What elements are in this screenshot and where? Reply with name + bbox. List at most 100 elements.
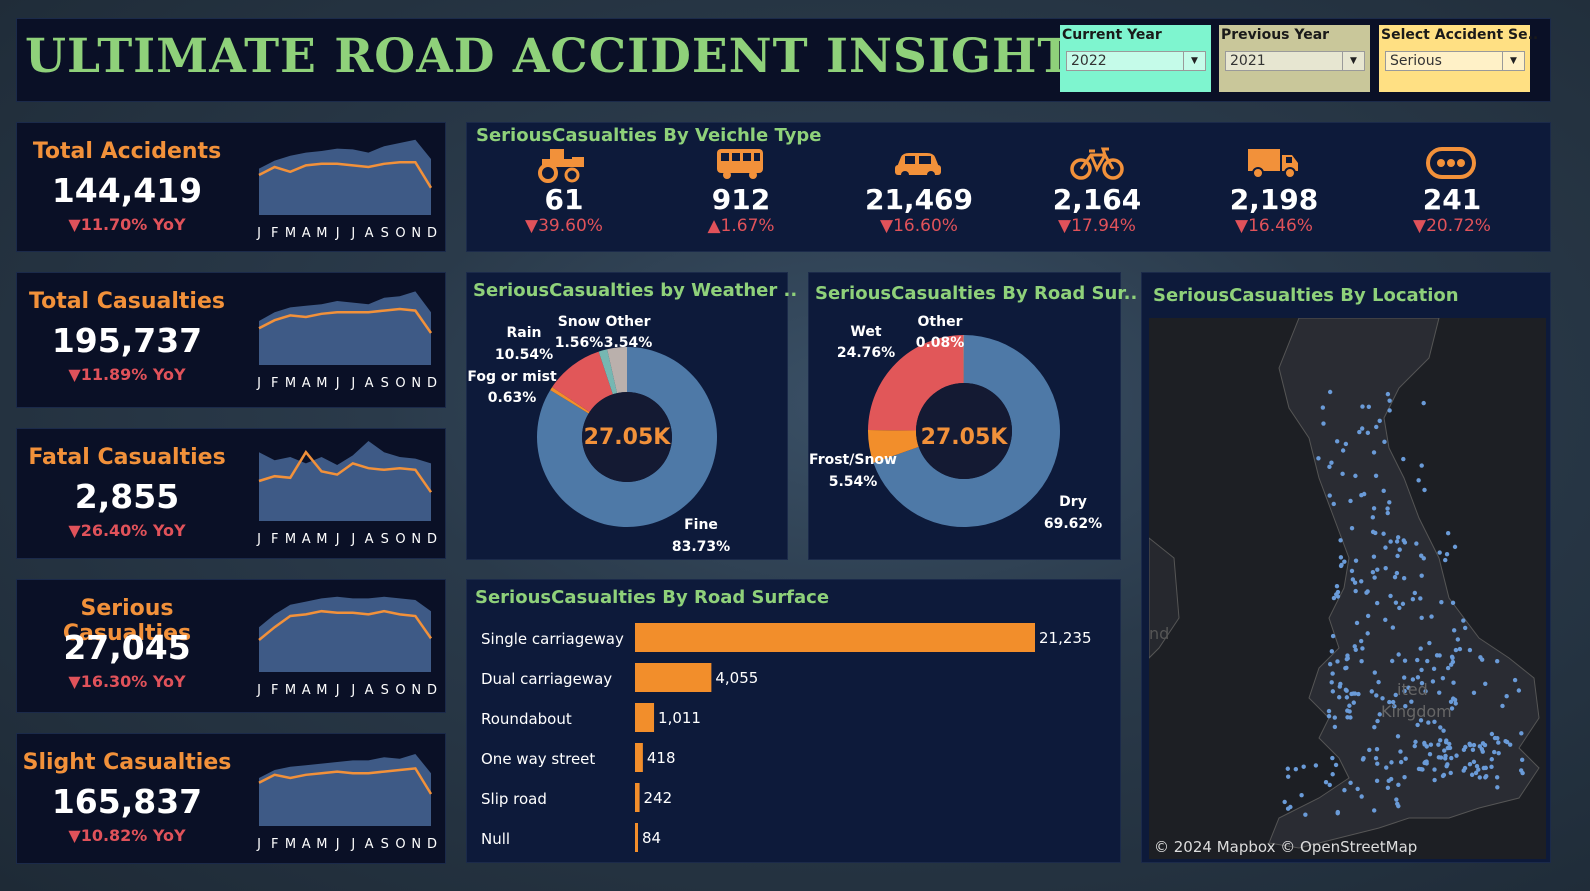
accident-location-dot <box>1397 547 1402 552</box>
accident-location-dot <box>1396 652 1401 657</box>
previous-year-filter[interactable]: Previous Year 2021 ▼ <box>1219 25 1370 92</box>
kpi-label: Total Casualties <box>29 289 225 314</box>
accident-location-dot <box>1444 552 1450 557</box>
accident-location-dot <box>1453 647 1459 653</box>
accident-location-dot <box>1418 646 1423 651</box>
accident-location-dot <box>1388 539 1393 544</box>
accident-location-dot <box>1412 743 1417 749</box>
month-tick-label: M <box>285 532 296 547</box>
accident-location-dot <box>1516 688 1522 693</box>
kpi-label: Serious Casualties <box>62 596 192 646</box>
accident-location-dot <box>1503 739 1508 744</box>
accident-location-dot <box>1358 638 1364 644</box>
vehicle-type-yoy: ▼16.46% <box>1235 216 1313 236</box>
current-year-filter[interactable]: Current Year 2022 ▼ <box>1060 25 1211 92</box>
weather-title: SeriousCasualties by Weather .. <box>473 280 798 301</box>
vehicle-type-item[interactable]: 61 ▼39.60% <box>479 145 649 236</box>
bar-category-label: Dual carriageway <box>481 670 612 688</box>
accident-location-dot <box>1421 400 1426 406</box>
month-tick-label: S <box>381 532 389 547</box>
accident-location-dot <box>1347 703 1352 708</box>
accident-location-dot <box>1359 426 1365 431</box>
accident-location-dot <box>1394 539 1400 544</box>
accident-location-dot <box>1496 750 1501 756</box>
accident-location-dot <box>1477 775 1482 780</box>
accident-location-dot <box>1374 778 1380 784</box>
chevron-down-icon[interactable]: ▼ <box>1342 52 1364 70</box>
accident-location-dot <box>1401 576 1407 581</box>
accident-location-dot <box>1357 429 1362 435</box>
accident-location-dot <box>1350 577 1356 582</box>
accident-location-dot <box>1380 696 1385 701</box>
accident-location-dot <box>1479 746 1485 752</box>
accident-location-dot <box>1494 658 1500 664</box>
accident-location-dot <box>1445 745 1451 751</box>
tractor-icon <box>538 149 584 183</box>
accident-location-dot <box>1372 808 1377 813</box>
weather-center-value: 27.05K <box>583 425 671 450</box>
accident-location-dot <box>1454 753 1459 758</box>
donut-category-label: Other <box>606 314 651 330</box>
accident-location-dot <box>1419 615 1424 620</box>
accident-location-dot <box>1484 773 1489 779</box>
month-tick-label: D <box>427 683 437 698</box>
accident-location-dot <box>1372 724 1377 730</box>
accident-location-dot <box>1384 765 1389 770</box>
vehicle-type-item[interactable]: 912 ▲1.67% <box>656 145 826 236</box>
bar-category-label: Roundabout <box>481 710 572 728</box>
previous-year-select[interactable]: 2021 ▼ <box>1225 51 1365 71</box>
chevron-down-icon[interactable]: ▼ <box>1183 52 1205 70</box>
vehicle-type-item[interactable]: 241 ▼20.72% <box>1367 145 1537 236</box>
accident-location-dot <box>1338 555 1344 560</box>
accident-location-dot <box>1385 391 1391 397</box>
month-tick-label: A <box>365 376 374 391</box>
accident-location-dot <box>1382 439 1387 445</box>
accident-location-dot <box>1416 478 1421 483</box>
accident-location-dot <box>1492 749 1497 755</box>
accident-location-dot <box>1448 770 1453 776</box>
accident-location-dot <box>1365 430 1371 436</box>
weather-donut-chart: Fine 83.73% Fog or mist 0.63% Rain 10.54% Snow… <box>467 314 730 555</box>
accident-location-dot <box>1395 734 1401 739</box>
vehicle-type-item[interactable]: 2,198 ▼16.46% <box>1189 145 1359 236</box>
accident-location-dot <box>1388 776 1394 782</box>
accident-location-dot <box>1374 424 1379 430</box>
accident-location-dot <box>1394 570 1400 576</box>
accident-location-dot <box>1373 530 1378 536</box>
accident-location-dot <box>1353 588 1358 594</box>
location-map[interactable]: nd ited Kingdom © 2024 Mapbox © OpenStre… <box>1149 318 1546 859</box>
accident-location-dot <box>1327 464 1332 470</box>
accident-location-dot <box>1471 759 1477 764</box>
accident-location-dot <box>1366 404 1372 410</box>
accident-location-dot <box>1385 506 1390 511</box>
accident-location-dot <box>1381 488 1386 494</box>
weather-panel: SeriousCasualties by Weather .. Fine 83.7… <box>466 272 797 560</box>
accident-location-dot <box>1359 492 1364 498</box>
bicycle-icon <box>1070 147 1124 180</box>
month-tick-label: M <box>285 837 296 852</box>
month-tick-label: S <box>381 683 389 698</box>
accident-location-dot <box>1285 766 1291 771</box>
current-year-select[interactable]: 2022 ▼ <box>1066 51 1206 71</box>
accident-location-dot <box>1412 590 1418 596</box>
accident-location-dot <box>1479 657 1485 662</box>
accident-location-dot <box>1388 593 1393 599</box>
kpi-yoy: ▼26.40% YoY <box>68 521 186 540</box>
vehicle-type-item[interactable]: 21,469 ▼16.60% <box>834 145 1004 236</box>
uk-map[interactable] <box>1149 318 1546 859</box>
road-surface-donut-title: SeriousCasualties By Road Sur.. <box>815 283 1138 304</box>
map-attribution[interactable]: © 2024 Mapbox © OpenStreetMap <box>1154 838 1418 856</box>
vehicle-type-item[interactable]: 2,164 ▼17.94% <box>1012 145 1182 236</box>
month-tick-label: J <box>350 683 355 698</box>
accident-location-dot <box>1448 662 1454 667</box>
chevron-down-icon[interactable]: ▼ <box>1502 52 1524 70</box>
accident-location-dot <box>1489 764 1494 770</box>
month-tick-label: F <box>271 226 278 241</box>
accident-location-dot <box>1387 408 1392 413</box>
accident-location-dot <box>1372 575 1377 580</box>
accident-severity-select[interactable]: Serious ▼ <box>1385 51 1525 71</box>
accident-location-dot <box>1483 681 1488 686</box>
accident-severity-filter[interactable]: Select Accident Se.. Serious ▼ <box>1379 25 1538 92</box>
bar <box>635 823 638 852</box>
